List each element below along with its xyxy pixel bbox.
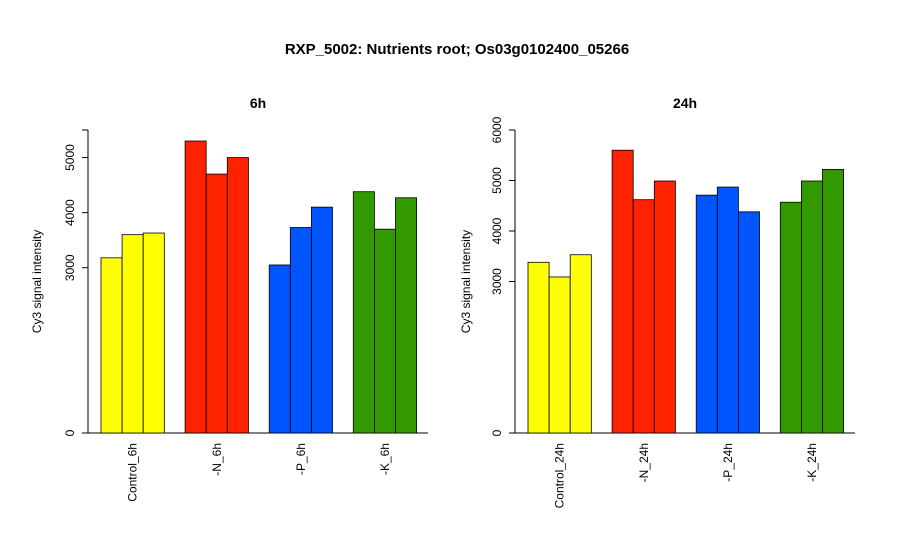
panel-title: 24h bbox=[673, 95, 697, 111]
bar bbox=[569, 254, 592, 434]
bar bbox=[205, 173, 228, 434]
bar bbox=[822, 168, 845, 434]
y-tick-label: 0 bbox=[490, 429, 504, 436]
main-title: RXP_5002: Nutrients root; Os03g0102400_0… bbox=[285, 41, 629, 58]
bar bbox=[310, 206, 333, 434]
y-tick-label: 3000 bbox=[490, 268, 504, 295]
y-axis-label: Cy3 signal intensity bbox=[30, 230, 44, 333]
bar bbox=[801, 180, 823, 434]
x-category-label: Control_6h bbox=[126, 443, 140, 502]
bar bbox=[373, 228, 396, 434]
bar bbox=[653, 180, 676, 434]
panel-title: 6h bbox=[250, 95, 266, 111]
x-category-label: -K_6h bbox=[378, 443, 392, 475]
bar bbox=[226, 157, 249, 434]
bar bbox=[395, 197, 418, 434]
y-tick-label: 5000 bbox=[490, 167, 504, 194]
bar bbox=[142, 232, 165, 434]
bar bbox=[548, 276, 571, 434]
y-tick-label: 3000 bbox=[63, 254, 77, 281]
x-category-label: -K_24h bbox=[805, 443, 819, 482]
bar bbox=[779, 201, 802, 434]
y-tick-label: 6000 bbox=[490, 116, 504, 143]
panel-24h: 24h Cy3 signal intensity 0 3000 4000 5000 6000… bbox=[459, 95, 855, 508]
bar bbox=[738, 211, 760, 434]
bar bbox=[289, 227, 312, 434]
bar bbox=[632, 199, 655, 434]
bar bbox=[716, 186, 739, 434]
bar bbox=[268, 264, 291, 434]
x-category-label: -P_6h bbox=[294, 443, 308, 475]
y-axis-label: Cy3 signal intensity bbox=[459, 230, 473, 333]
bar bbox=[184, 140, 207, 434]
bar bbox=[611, 149, 634, 434]
bar bbox=[100, 257, 123, 434]
y-tick-label: 5000 bbox=[63, 144, 77, 171]
bar bbox=[352, 191, 375, 434]
bar bbox=[121, 234, 144, 434]
bar bbox=[527, 261, 550, 434]
y-tick-label: 0 bbox=[63, 429, 77, 436]
bar bbox=[695, 194, 718, 434]
panel-6h: 6h Cy3 signal intensity 0 3000 4000 5000 Contr… bbox=[30, 95, 428, 502]
x-category-label: -P_24h bbox=[721, 443, 735, 482]
x-category-label: -N_24h bbox=[637, 443, 651, 482]
x-category-label: Control_24h bbox=[553, 443, 567, 508]
y-tick-label: 4000 bbox=[63, 199, 77, 226]
x-category-label: -N_6h bbox=[210, 443, 224, 476]
y-tick-label: 4000 bbox=[490, 217, 504, 244]
